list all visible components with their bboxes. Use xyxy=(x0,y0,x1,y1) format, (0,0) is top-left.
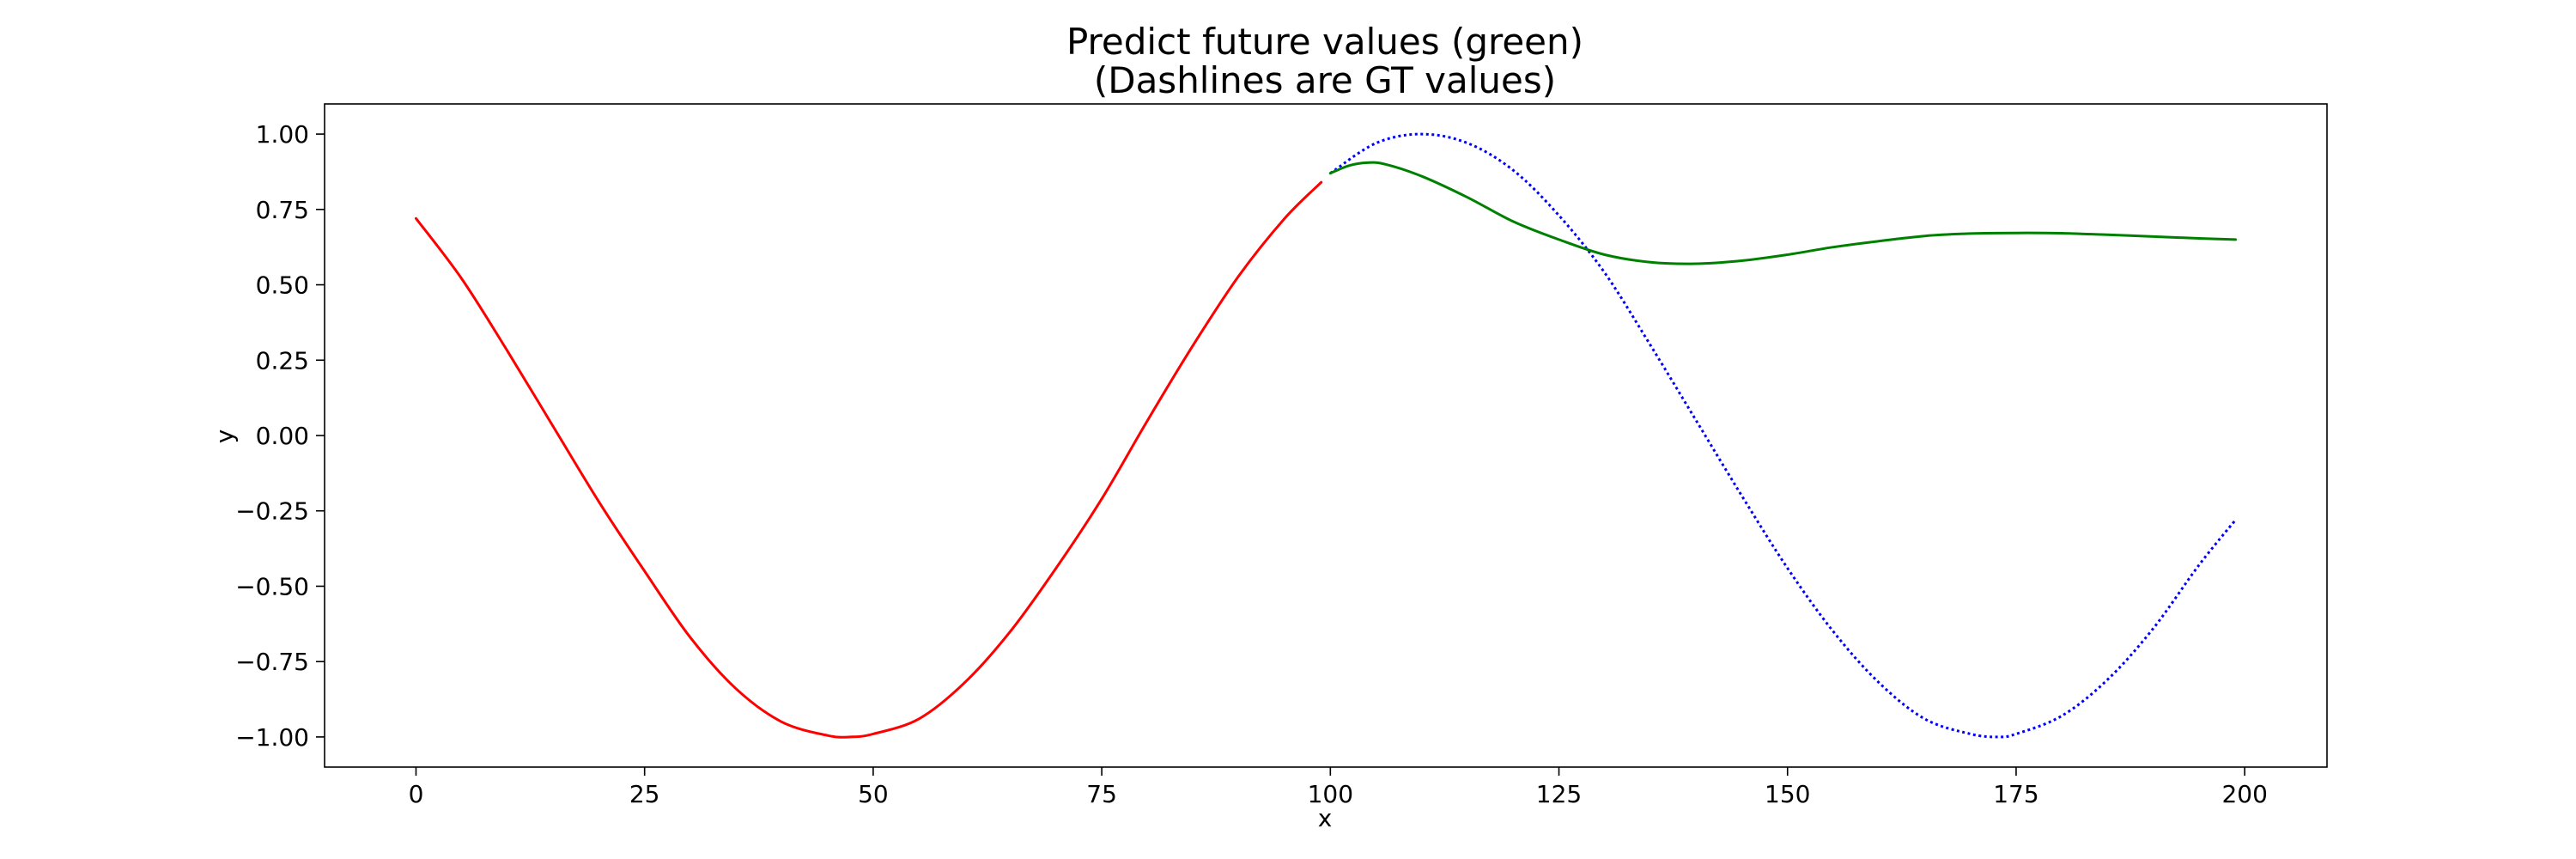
y-tick-label: 0.25 xyxy=(256,346,309,375)
x-tick-label: 50 xyxy=(858,780,889,808)
x-tick-label: 200 xyxy=(2221,780,2267,808)
x-tick-label: 75 xyxy=(1086,780,1117,808)
series-line-0 xyxy=(415,180,1323,739)
y-tick-label: −0.25 xyxy=(235,497,309,526)
y-tick-label: 0.00 xyxy=(256,422,309,450)
x-tick-label: 175 xyxy=(1993,780,2038,808)
y-tick-label: 1.00 xyxy=(256,120,309,149)
y-tick-label: −0.75 xyxy=(235,648,309,676)
x-axis-label: x xyxy=(1318,804,1333,832)
plot-area-frame xyxy=(324,103,2328,768)
series-line-1 xyxy=(1329,132,2237,739)
x-tick-label: 25 xyxy=(629,780,660,808)
series-line-2 xyxy=(1328,161,2237,265)
y-axis-ticks: 1.00 0.75 0.50 0.25 0.00 −0.25 −0.50 −0.75 −1.00 xyxy=(235,120,325,752)
x-tick-label: 0 xyxy=(409,780,424,808)
y-tick-label: −1.00 xyxy=(235,723,309,752)
x-tick-label: 125 xyxy=(1536,780,1582,808)
y-tick-label: −0.50 xyxy=(235,572,309,600)
y-tick-label: 0.50 xyxy=(256,271,309,300)
chart-title: Predict future values (green) xyxy=(1066,21,1583,63)
chart-subtitle: (Dashlines are GT values) xyxy=(1094,59,1556,101)
series-layer xyxy=(415,132,2237,739)
y-tick-label: 0.75 xyxy=(256,196,309,224)
x-tick-label: 100 xyxy=(1308,780,1353,808)
x-axis-ticks: 0 25 50 75 100 125 150 175 200 xyxy=(409,767,2268,808)
y-axis-label: y xyxy=(210,430,239,444)
x-tick-label: 150 xyxy=(1765,780,1810,808)
